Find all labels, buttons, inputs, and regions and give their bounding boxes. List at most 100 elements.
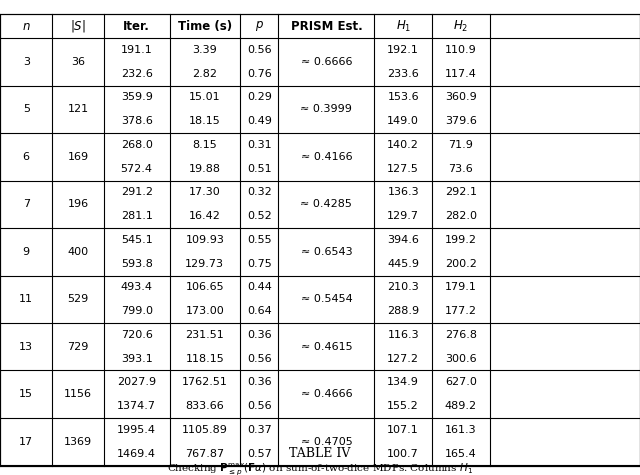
Text: 379.6: 379.6 xyxy=(445,116,477,126)
Text: 394.6: 394.6 xyxy=(387,235,419,245)
Text: 0.56: 0.56 xyxy=(247,353,271,364)
Text: 129.7: 129.7 xyxy=(387,211,419,221)
Text: 13: 13 xyxy=(19,342,33,352)
Text: 2027.9: 2027.9 xyxy=(117,377,156,388)
Text: 11: 11 xyxy=(19,294,33,304)
Text: 292.1: 292.1 xyxy=(445,187,477,198)
Text: 489.2: 489.2 xyxy=(445,401,477,411)
Text: $p$: $p$ xyxy=(255,19,264,33)
Text: $H_2$: $H_2$ xyxy=(453,19,468,34)
Text: 572.4: 572.4 xyxy=(121,163,153,174)
Text: 161.3: 161.3 xyxy=(445,425,477,435)
Text: 134.9: 134.9 xyxy=(387,377,419,388)
Text: 118.15: 118.15 xyxy=(186,353,224,364)
Text: 282.0: 282.0 xyxy=(445,211,477,221)
Text: 2.82: 2.82 xyxy=(192,68,218,79)
Text: 1369: 1369 xyxy=(64,437,92,447)
Text: 177.2: 177.2 xyxy=(445,306,477,316)
Text: 0.49: 0.49 xyxy=(247,116,271,126)
Text: 15.01: 15.01 xyxy=(189,92,221,103)
Text: 0.36: 0.36 xyxy=(247,330,271,340)
Text: 767.87: 767.87 xyxy=(185,448,225,459)
Text: 106.65: 106.65 xyxy=(186,282,224,293)
Text: 192.1: 192.1 xyxy=(387,45,419,55)
Text: $H_1$: $H_1$ xyxy=(396,19,411,34)
Text: 0.36: 0.36 xyxy=(247,377,271,388)
Text: Checking $\mathbf{P}^{\mathrm{max}}_{\leq p}(\mathbf{F}\alpha)$ on sum-of-two-di: Checking $\mathbf{P}^{\mathrm{max}}_{\le… xyxy=(167,461,473,475)
Text: 1469.4: 1469.4 xyxy=(117,448,156,459)
Text: 1762.51: 1762.51 xyxy=(182,377,228,388)
Text: 0.76: 0.76 xyxy=(247,68,271,79)
Text: 400: 400 xyxy=(67,247,89,257)
Text: ≈ 0.6543: ≈ 0.6543 xyxy=(301,247,352,257)
Text: 833.66: 833.66 xyxy=(186,401,224,411)
Text: 19.88: 19.88 xyxy=(189,163,221,174)
Text: 136.3: 136.3 xyxy=(387,187,419,198)
Text: 140.2: 140.2 xyxy=(387,140,419,150)
Text: 18.15: 18.15 xyxy=(189,116,221,126)
Text: Iter.: Iter. xyxy=(124,19,150,33)
Text: 9: 9 xyxy=(22,247,30,257)
Text: 16.42: 16.42 xyxy=(189,211,221,221)
Text: 0.55: 0.55 xyxy=(247,235,271,245)
Text: ≈ 0.6666: ≈ 0.6666 xyxy=(301,57,352,67)
Text: 116.3: 116.3 xyxy=(387,330,419,340)
Text: 0.52: 0.52 xyxy=(247,211,271,221)
Text: 165.4: 165.4 xyxy=(445,448,477,459)
Text: 0.29: 0.29 xyxy=(247,92,271,103)
Text: PRISM Est.: PRISM Est. xyxy=(291,19,362,33)
Text: 0.44: 0.44 xyxy=(247,282,271,293)
Text: 127.5: 127.5 xyxy=(387,163,419,174)
Text: 17: 17 xyxy=(19,437,33,447)
Text: 0.51: 0.51 xyxy=(247,163,271,174)
Text: 100.7: 100.7 xyxy=(387,448,419,459)
Text: 109.93: 109.93 xyxy=(186,235,224,245)
Text: 3.39: 3.39 xyxy=(193,45,217,55)
Text: 360.9: 360.9 xyxy=(445,92,477,103)
Text: 288.9: 288.9 xyxy=(387,306,419,316)
Text: 117.4: 117.4 xyxy=(445,68,477,79)
Text: 720.6: 720.6 xyxy=(121,330,152,340)
Text: 6: 6 xyxy=(23,152,29,162)
Text: 1995.4: 1995.4 xyxy=(117,425,156,435)
Text: 7: 7 xyxy=(22,199,30,209)
Text: 36: 36 xyxy=(71,57,85,67)
Text: 0.37: 0.37 xyxy=(247,425,271,435)
Text: 1374.7: 1374.7 xyxy=(117,401,156,411)
Text: ≈ 0.4666: ≈ 0.4666 xyxy=(301,389,352,399)
Text: 169: 169 xyxy=(67,152,89,162)
Text: 179.1: 179.1 xyxy=(445,282,477,293)
Text: ≈ 0.5454: ≈ 0.5454 xyxy=(301,294,352,304)
Text: 393.1: 393.1 xyxy=(121,353,152,364)
Text: 0.64: 0.64 xyxy=(247,306,271,316)
Text: ≈ 0.4705: ≈ 0.4705 xyxy=(301,437,352,447)
Text: 0.31: 0.31 xyxy=(247,140,271,150)
Text: 107.1: 107.1 xyxy=(387,425,419,435)
Text: 0.57: 0.57 xyxy=(247,448,271,459)
Text: 268.0: 268.0 xyxy=(121,140,152,150)
Text: 210.3: 210.3 xyxy=(387,282,419,293)
Text: 0.32: 0.32 xyxy=(247,187,271,198)
Text: 0.56: 0.56 xyxy=(247,401,271,411)
Text: $n$: $n$ xyxy=(22,19,31,33)
Text: 729: 729 xyxy=(67,342,89,352)
Text: 200.2: 200.2 xyxy=(445,258,477,269)
Text: 155.2: 155.2 xyxy=(387,401,419,411)
Text: 231.51: 231.51 xyxy=(186,330,224,340)
Text: 121: 121 xyxy=(67,104,89,114)
Text: 445.9: 445.9 xyxy=(387,258,419,269)
Text: $|S|$: $|S|$ xyxy=(70,18,86,34)
Text: 799.0: 799.0 xyxy=(121,306,153,316)
Text: 300.6: 300.6 xyxy=(445,353,477,364)
Text: 493.4: 493.4 xyxy=(121,282,153,293)
Text: 378.6: 378.6 xyxy=(121,116,152,126)
Text: 110.9: 110.9 xyxy=(445,45,477,55)
Text: 627.0: 627.0 xyxy=(445,377,477,388)
Text: 1105.89: 1105.89 xyxy=(182,425,228,435)
Text: 129.73: 129.73 xyxy=(186,258,224,269)
Text: 199.2: 199.2 xyxy=(445,235,477,245)
Text: 15: 15 xyxy=(19,389,33,399)
Text: ≈ 0.4285: ≈ 0.4285 xyxy=(300,199,353,209)
Text: 1156: 1156 xyxy=(64,389,92,399)
Text: 173.00: 173.00 xyxy=(186,306,224,316)
